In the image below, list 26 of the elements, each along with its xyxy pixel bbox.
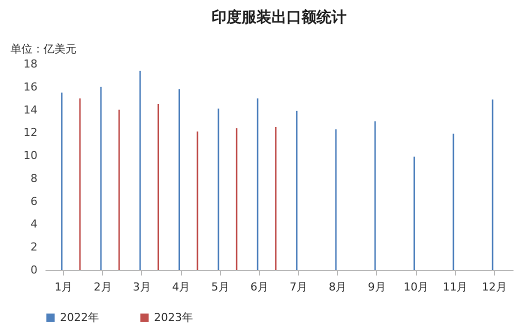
legend-label: 2023年 <box>154 310 193 324</box>
x-tick-label: 4月 <box>172 280 190 294</box>
y-tick-label: 12 <box>24 126 38 140</box>
x-tick-label: 9月 <box>368 280 386 294</box>
x-tick-label: 1月 <box>54 280 73 294</box>
x-tick-label: 12月 <box>482 280 507 294</box>
x-tick-label: 11月 <box>442 280 468 294</box>
y-tick-label: 2 <box>30 240 38 254</box>
x-tick-label: 2月 <box>94 280 112 294</box>
y-tick-label: 16 <box>24 80 38 94</box>
y-tick-label: 18 <box>24 58 38 70</box>
y-tick-label: 10 <box>24 149 38 162</box>
x-tick-label: 8月 <box>328 280 347 294</box>
chart-title: 印度服装出口额统计 <box>212 8 346 26</box>
y-tick-label: 4 <box>30 218 38 231</box>
x-tick-label: 6月 <box>250 280 268 294</box>
x-tick-label: 10月 <box>404 280 429 294</box>
y-tick-label: 14 <box>24 103 38 116</box>
y-tick-label: 8 <box>30 172 38 185</box>
y-axis-title: 单位：亿美元 <box>10 42 76 56</box>
y-tick-label: 0 <box>30 264 38 276</box>
y-tick-label: 6 <box>30 194 38 208</box>
x-tick-label: 3月 <box>132 280 151 294</box>
x-tick-label: 5月 <box>211 280 230 294</box>
x-tick-label: 7月 <box>290 280 308 294</box>
legend-label: 2022年 <box>60 310 99 324</box>
